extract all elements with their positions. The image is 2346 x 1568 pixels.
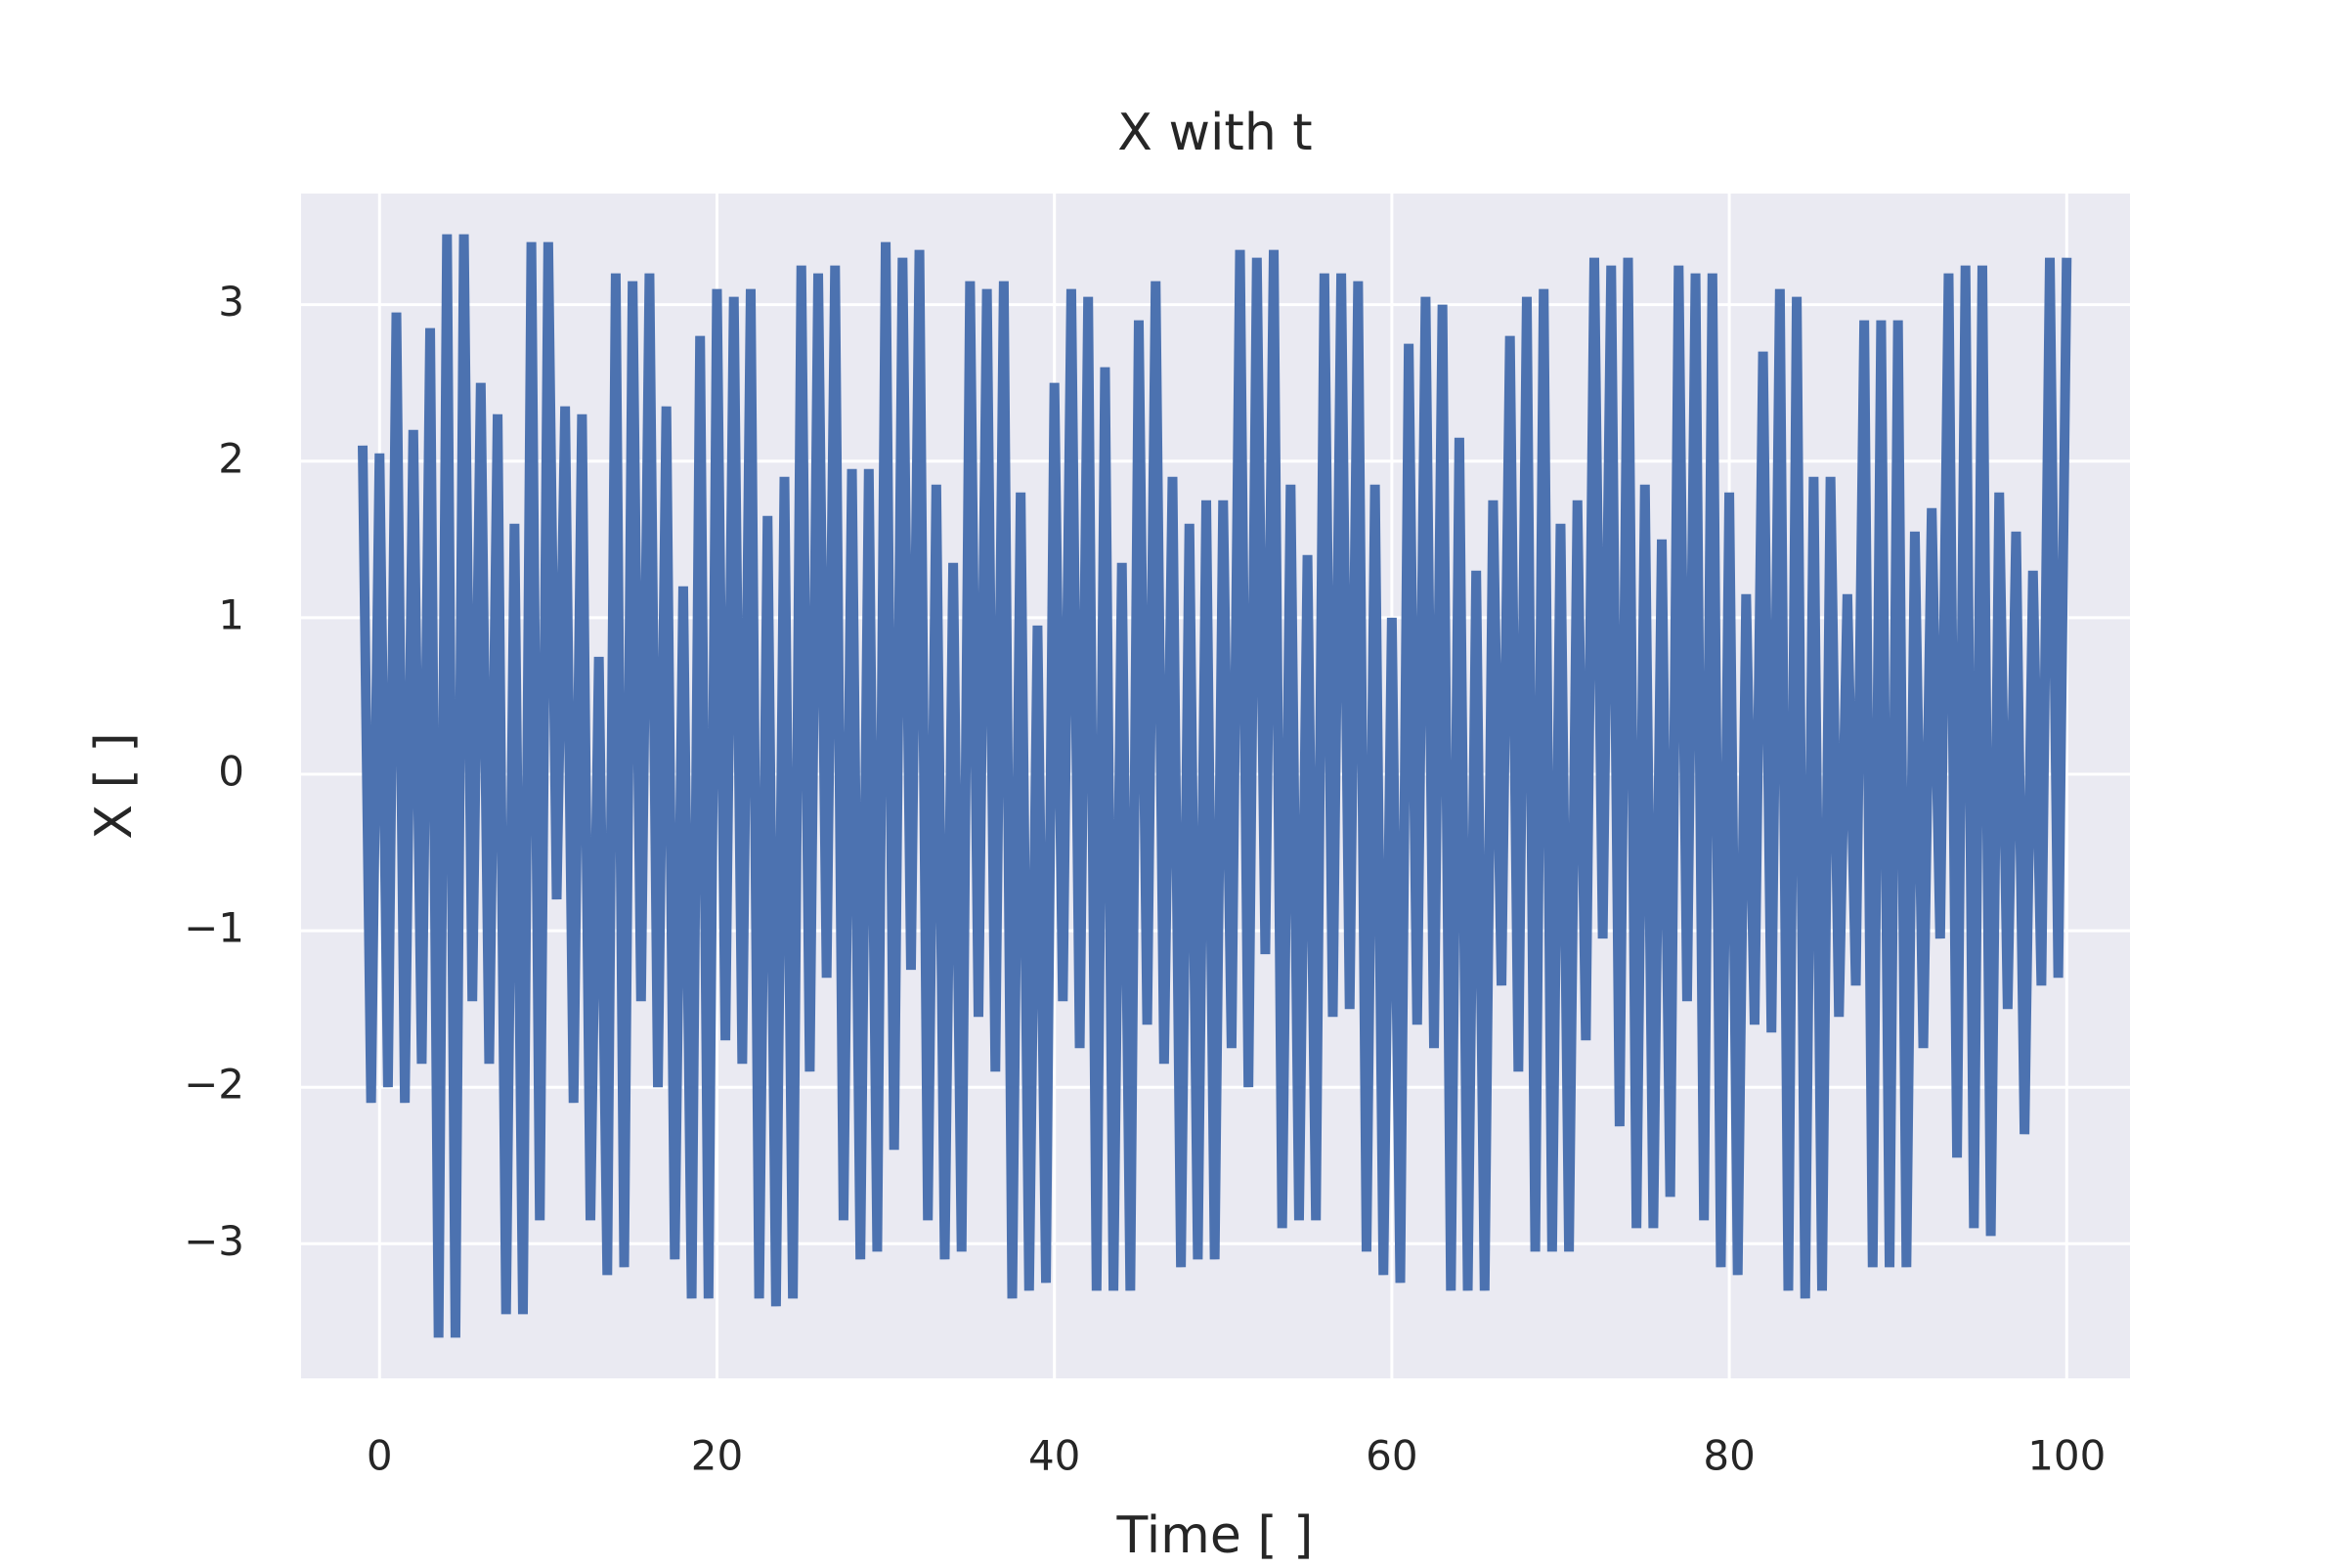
x-tick-label: 60	[1366, 1432, 1417, 1480]
x-axis-label: Time [ ]	[1116, 1506, 1314, 1564]
y-tick-label: 3	[218, 278, 244, 326]
y-tick-label: −3	[184, 1217, 244, 1265]
x-tick-label: 80	[1703, 1432, 1755, 1480]
y-tick-label: −2	[184, 1061, 244, 1109]
data-line	[358, 234, 2072, 1338]
y-axis-label: X [ ]	[85, 732, 144, 839]
y-tick-label: −1	[184, 904, 244, 952]
chart-title: X with t	[1117, 104, 1312, 162]
y-tick-label: 1	[218, 590, 244, 638]
x-tick-label: 40	[1028, 1432, 1080, 1480]
x-tick-label: 20	[691, 1432, 743, 1480]
labels: 0 20 40 60 80 100 −3 −2 −1 0 1 2 3	[184, 278, 2106, 1479]
x-tick-label: 100	[2027, 1432, 2106, 1480]
y-tick-label: 0	[218, 747, 244, 795]
x-tick-label: 0	[367, 1432, 393, 1480]
marks	[358, 234, 2072, 1338]
y-tick-label: 2	[218, 434, 244, 482]
